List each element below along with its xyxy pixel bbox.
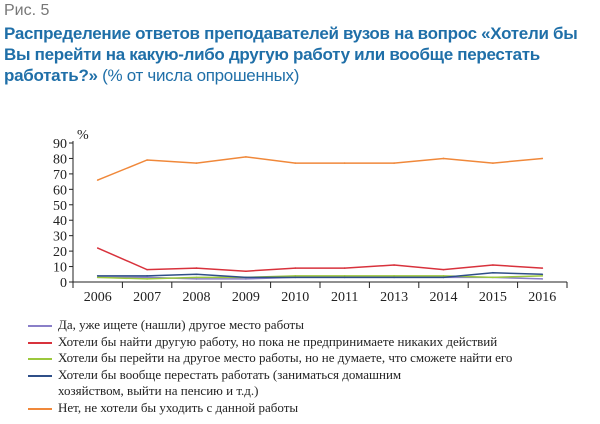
legend: Да, уже ищете (нашли) другое место работ… [28,317,512,416]
series-line-3 [97,271,543,279]
data-point [343,276,346,279]
data-point [541,273,544,276]
data-point [294,267,297,269]
y-tick-label: 90 [53,137,67,152]
legend-label: Хотели бы перейти на другое место работы… [58,350,513,365]
legend-item: Хотели бы вообще перестать работать (зан… [28,367,512,400]
data-point [245,278,247,280]
data-point [245,270,247,272]
legend-label: Хотели бы найти другую работу, но пока н… [58,333,498,349]
y-tick-label: 30 [53,230,67,245]
x-tick-label: 2008 [183,290,211,305]
legend-swatch [28,325,52,327]
data-point [343,162,346,164]
series-line-1 [97,247,543,272]
legend-swatch [28,341,52,344]
y-tick-label: 40 [53,214,67,229]
y-axis-label: % [77,128,89,143]
x-tick-label: 2016 [528,290,556,305]
data-point [343,275,346,277]
series-line-4 [97,156,543,181]
data-point [541,267,544,269]
chart-subtitle: (% от числа опрошенных) [102,66,300,85]
y-tick-label: 80 [53,152,67,167]
data-point [393,162,395,164]
data-point [492,271,494,274]
data-point [146,276,148,279]
data-point [442,276,445,279]
data-point [96,247,99,249]
x-tick-label: 2014 [430,290,458,305]
x-tick-label: 2006 [84,290,112,305]
x-tick-label: 2010 [281,290,309,305]
y-tick-label: 70 [53,168,67,183]
x-tick-label: 2015 [479,290,507,305]
x-tick-label: 2007 [133,290,161,305]
data-point [245,156,247,158]
legend-label: Нет, не хотели бы уходить с данной работ… [58,399,299,415]
data-point [96,275,99,277]
data-point [541,157,544,160]
y-tick-label: 0 [60,276,67,291]
data-point [294,162,297,164]
x-tick-label: 2011 [331,290,358,305]
data-point [492,264,494,266]
legend-item: Нет, не хотели бы уходить с данной работ… [28,400,512,417]
data-point [492,162,494,164]
data-point [195,276,198,279]
data-point [343,267,346,269]
data-point [541,275,544,277]
data-point [146,268,148,271]
title-text: Распределение ответов преподавателей вуз… [4,24,578,85]
series-line-2 [97,275,543,280]
legend-item: Да, уже ищете (нашли) другое место работ… [28,317,512,334]
figure-label: Рис. 5 [4,2,50,19]
legend-swatch [28,374,52,377]
data-point [146,275,148,277]
data-point [442,275,445,277]
x-tick-label: 2013 [380,290,408,305]
y-tick-label: 10 [53,261,67,276]
y-tick-label: 60 [53,183,67,198]
data-point [245,276,247,279]
legend-label: Хотели бы вообще перестать работать (зан… [58,366,402,399]
data-point [393,264,395,266]
x-tick-label: 2009 [232,290,260,305]
legend-label: Да, уже ищете (нашли) другое место работ… [58,317,304,332]
y-tick-label: 50 [53,199,67,214]
legend-item: Хотели бы найти другую работу, но пока н… [28,334,512,351]
data-point [195,278,198,280]
legend-swatch [28,358,52,360]
data-point [294,275,297,277]
data-point [146,159,148,161]
data-point [96,276,99,279]
y-tick-label: 20 [53,245,67,260]
data-point [442,157,445,160]
data-point [393,276,395,279]
data-point [541,278,544,280]
data-point [96,179,99,181]
chart-title: Распределение ответов преподавателей вуз… [4,23,600,86]
data-point [146,278,148,280]
data-point [195,267,198,269]
data-point [393,275,395,277]
data-point [294,276,297,279]
legend-swatch [28,407,52,410]
data-point [442,268,445,271]
data-point [195,162,198,164]
data-point [492,276,494,279]
legend-item: Хотели бы перейти на другое место работы… [28,350,512,367]
data-point [195,273,198,276]
